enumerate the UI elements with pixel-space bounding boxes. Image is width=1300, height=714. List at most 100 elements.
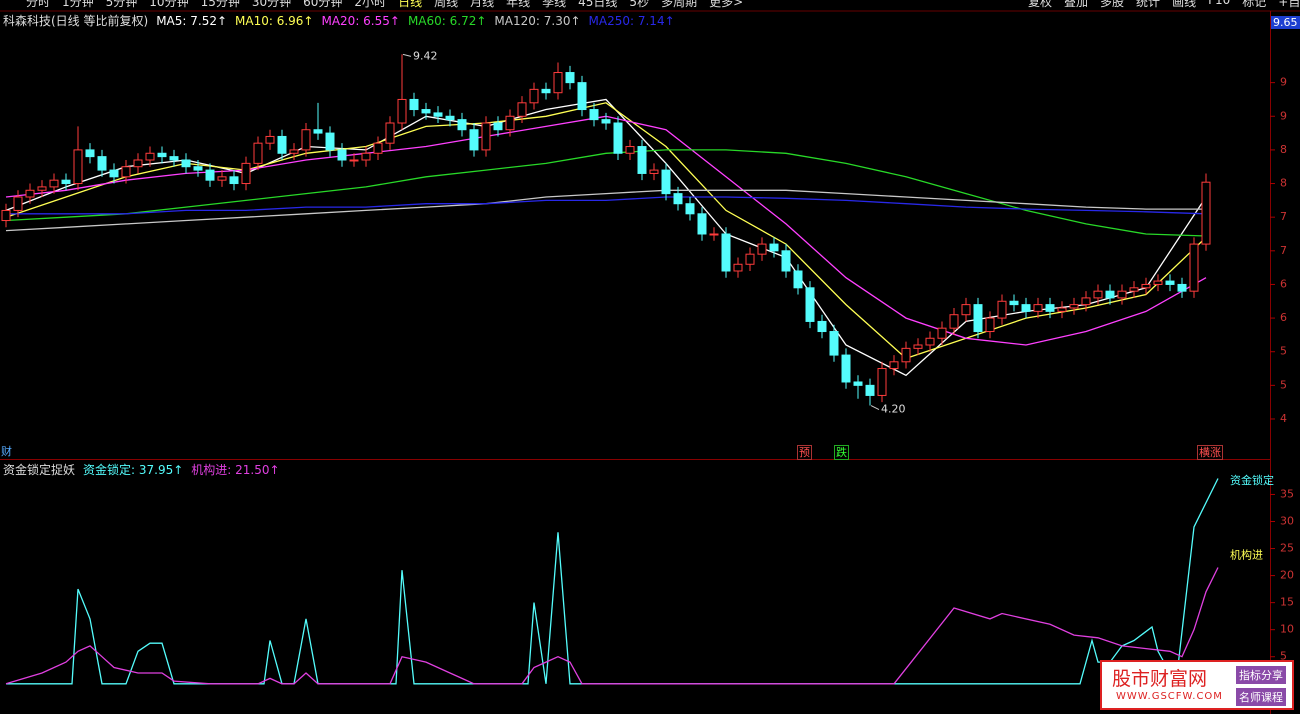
candle-body — [469, 129, 479, 151]
candle-body — [1045, 304, 1055, 312]
series-end-label: 资金锁定 — [1230, 473, 1274, 487]
y-tick-label: 7 — [1280, 210, 1287, 223]
signal-pre: 预 — [797, 445, 812, 460]
tool-button: 多股 — [1100, 0, 1125, 9]
candle-body — [601, 119, 611, 124]
candle-body — [709, 233, 719, 236]
tool-button: 复权 — [1028, 0, 1053, 9]
tool-button: 画线 — [1172, 0, 1197, 9]
signal-up: 横涨 — [1197, 445, 1223, 460]
candle-body — [517, 102, 527, 117]
candle-body — [913, 344, 923, 349]
candle-body — [841, 354, 851, 383]
candle-body — [685, 203, 695, 215]
candle-body — [1021, 304, 1031, 312]
y-tick-label: 7 — [1280, 244, 1287, 257]
candle-body — [613, 122, 623, 154]
candle-body — [661, 169, 671, 195]
y-tick-label: 5 — [1280, 650, 1287, 663]
candle-body — [301, 129, 311, 151]
candle-body — [1, 209, 11, 222]
candle-body — [853, 381, 863, 386]
candle-body — [289, 149, 299, 154]
candle-body — [1081, 297, 1091, 306]
candle-body — [865, 384, 875, 396]
candle-body — [109, 169, 119, 178]
candle-body — [637, 146, 647, 174]
indicator-header: 资金锁定捉妖 资金锁定: 37.95↑ 机构进: 21.50↑ — [3, 461, 280, 478]
candle-body — [265, 135, 275, 144]
candle-body — [505, 115, 515, 131]
signal-left: 财 — [1, 445, 12, 458]
period-tab: 月线 — [470, 0, 495, 9]
y-tick-label: 5 — [1280, 345, 1287, 358]
period-tab: 45日线 — [578, 0, 618, 9]
tool-button: +自选 — [1278, 0, 1300, 9]
candle-body — [205, 169, 215, 181]
candle-body — [361, 152, 371, 161]
ma-line — [5, 102, 1207, 360]
candle-body — [481, 122, 491, 151]
period-tab: 15分钟 — [200, 0, 240, 9]
candle-body — [697, 213, 707, 235]
candle-body — [1141, 283, 1151, 289]
legend-entry: MA5: 7.52↑ — [156, 13, 228, 28]
candle-body — [97, 156, 107, 171]
y-tick-label: 8 — [1280, 177, 1287, 190]
y-tick-label: 6 — [1280, 277, 1287, 290]
candle-body — [997, 300, 1007, 319]
candle-body — [793, 270, 803, 289]
candle-body — [13, 196, 23, 211]
tool-button: F10 — [1208, 0, 1231, 7]
indicator-line — [5, 567, 1219, 685]
period-tab: 2小时 — [354, 0, 387, 9]
period-tab: 日线 — [398, 0, 423, 9]
ma-line — [5, 189, 1206, 232]
legend-entry: MA10: 6.96↑ — [235, 13, 314, 28]
candle-body — [1033, 304, 1043, 312]
candle-body — [325, 132, 335, 151]
y-tick-label: 30 — [1280, 515, 1294, 528]
candle-body — [721, 233, 731, 272]
indicator-title: 资金锁定捉妖 — [3, 463, 76, 477]
candle-body — [1117, 290, 1127, 299]
tool-button: 统计 — [1136, 0, 1161, 9]
period-bar: 分时 1分钟 5分钟 10分钟 15分钟 30分钟 60分钟 2小时 日线 周线 月线 年线 季线 45日… — [26, 0, 743, 10]
candle-body — [121, 166, 131, 178]
candle-body — [229, 176, 239, 185]
legend-entry: MA120: 7.30↑ — [494, 13, 581, 28]
main-header: 科森科技(日线 等比前复权) MA5: 7.52↑ MA10: 6.96↑ MA20… — [3, 12, 675, 29]
y-tick-label: 35 — [1280, 487, 1294, 500]
candle-body — [877, 368, 887, 396]
period-tab: 1分钟 — [62, 0, 94, 9]
candle-body — [1165, 280, 1175, 285]
period-tab: 5分钟 — [105, 0, 138, 9]
candle-body — [397, 98, 407, 124]
period-tab: 更多> — [709, 0, 744, 9]
watermark: 股市财富网 WWW.GSCFW.COM 指标分享 名师课程 — [1100, 660, 1294, 710]
period-tab: 季线 — [542, 0, 567, 9]
y-tick-label: 4 — [1280, 412, 1287, 425]
legend-entry: MA20: 6.55↑ — [321, 13, 400, 28]
candle-body — [829, 331, 839, 356]
y-tick-label: 8 — [1280, 143, 1287, 156]
candle-body — [973, 304, 983, 333]
candle-body — [421, 109, 431, 114]
legend-entry: 机构进: 21.50↑ — [191, 463, 280, 477]
period-tab: 60分钟 — [303, 0, 343, 9]
candle-body — [529, 88, 539, 104]
period-tab: 分时 — [26, 0, 51, 9]
candle-body — [73, 149, 83, 185]
top-price: 9.65 — [1273, 16, 1298, 29]
candle-body — [985, 317, 995, 333]
period-tab: 5秒 — [629, 0, 650, 9]
ma-line — [6, 196, 1207, 215]
candle-body — [457, 119, 467, 131]
candle-body — [49, 179, 59, 188]
candle-body — [733, 263, 743, 272]
candle-body — [1069, 304, 1079, 309]
wm-tag: 名师课程 — [1236, 688, 1286, 706]
candle-body — [157, 152, 167, 158]
legend-entry: MA250: 7.14↑ — [588, 13, 675, 28]
